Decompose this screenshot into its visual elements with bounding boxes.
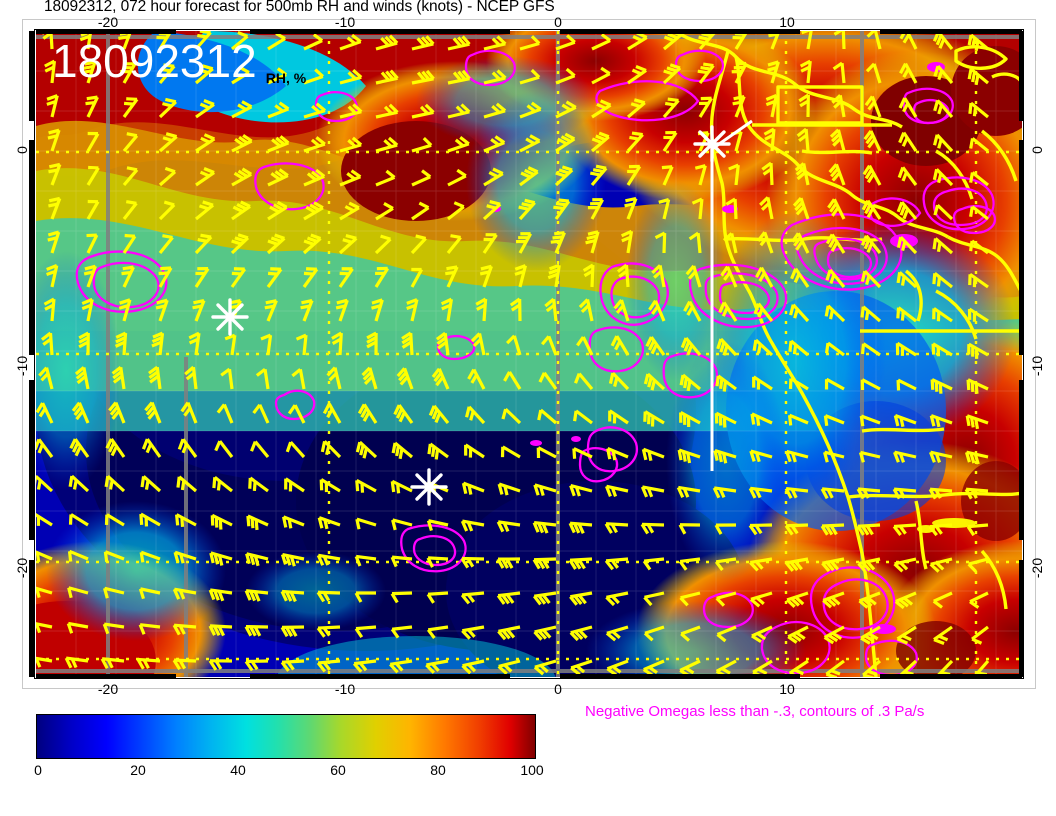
- plot-outer-frame: [22, 19, 1036, 689]
- frame-bar-right-1: [1019, 140, 1024, 355]
- frame-bar-left-1: [29, 140, 34, 355]
- colorbar-tick-2: 40: [230, 762, 246, 778]
- axis-tick-left-0: 0: [14, 146, 30, 154]
- colorbar[interactable]: 0 20 40 60 80 100: [34, 714, 544, 778]
- coastline-overlay: [674, 31, 1022, 677]
- frame-bar-top-2: [560, 29, 800, 34]
- axis-tick-bottom-1: -10: [334, 681, 356, 697]
- frame-bar-left-0: [29, 31, 34, 121]
- frame-bar-bottom-2: [560, 674, 800, 679]
- storm-marker-2[interactable]: [410, 468, 448, 506]
- axis-tick-top-1: -10: [334, 14, 356, 30]
- date-stamp-overlay: 18092312: [52, 35, 257, 87]
- frame-bar-right-3: [1019, 560, 1024, 677]
- axis-tick-top-0: -20: [97, 14, 119, 30]
- frame-bar-left-3: [29, 560, 34, 677]
- frame-bar-bottom-1: [250, 674, 510, 679]
- map-panel[interactable]: 18092312: [36, 31, 1022, 677]
- colorbar-gradient: [36, 714, 536, 759]
- axis-tick-bottom-0: -20: [97, 681, 119, 697]
- frame-bar-bottom-0: [36, 674, 176, 679]
- page-title: 18092312, 072 hour forecast for 500mb RH…: [44, 0, 555, 15]
- frame-bar-right-0: [1019, 31, 1024, 121]
- storm-marker-1[interactable]: [211, 298, 249, 336]
- axis-tick-right-2: -20: [1029, 557, 1045, 579]
- frame-bar-top-0: [36, 29, 176, 34]
- frame-bar-left-2: [29, 380, 34, 540]
- axis-tick-right-1: -10: [1029, 355, 1045, 377]
- storm-marker-3[interactable]: [693, 125, 731, 163]
- frame-bar-top-3: [880, 29, 1022, 34]
- axis-tick-top-3: 10: [779, 14, 795, 30]
- axis-tick-left-1: -10: [14, 355, 30, 377]
- frame-bar-top-1: [250, 29, 510, 34]
- colorbar-tick-3: 60: [330, 762, 346, 778]
- map-canvas: [36, 31, 1022, 677]
- axis-tick-bottom-2: 0: [554, 681, 562, 697]
- colorbar-tick-5: 100: [520, 762, 544, 778]
- frame-bar-right-2: [1019, 380, 1024, 540]
- colorbar-tick-0: 0: [34, 762, 42, 778]
- frame-bar-bottom-3: [880, 674, 1022, 679]
- colorbar-label: RH, %: [265, 70, 307, 86]
- colorbar-tick-1: 20: [130, 762, 146, 778]
- axis-tick-top-2: 0: [554, 14, 562, 30]
- axis-tick-bottom-3: 10: [779, 681, 795, 697]
- omega-annotation: Negative Omegas less than -.3, contours …: [585, 703, 925, 720]
- colorbar-tick-4: 80: [430, 762, 446, 778]
- axis-tick-left-2: -20: [14, 557, 30, 579]
- axis-tick-right-0: 0: [1029, 146, 1045, 154]
